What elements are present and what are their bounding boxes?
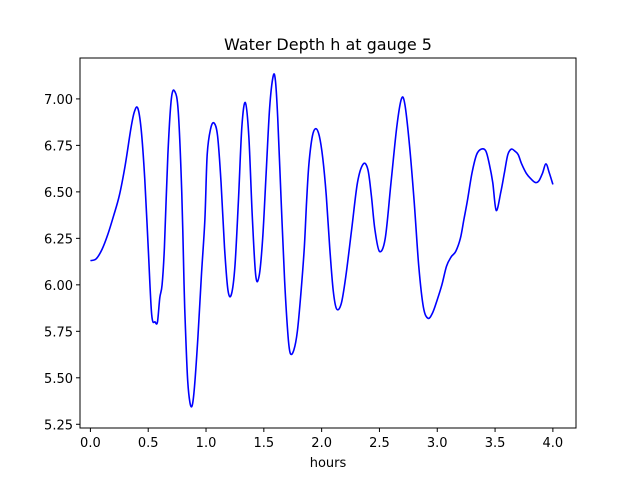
series-line [90, 73, 554, 408]
y-tick-label: 5.75 [44, 325, 73, 340]
x-tick-label: 3.0 [427, 436, 448, 451]
y-tick-label: 5.50 [44, 372, 73, 387]
chart-title: Water Depth h at gauge 5 [224, 35, 432, 54]
x-tick-label: 2.5 [369, 436, 390, 451]
x-tick-label: 2.0 [311, 436, 332, 451]
axes-frame [79, 57, 577, 429]
x-tick-label: 0.0 [80, 436, 101, 451]
x-tick-label: 0.5 [138, 436, 159, 451]
y-tick-label: 6.50 [44, 186, 73, 201]
x-tick-label: 1.5 [253, 436, 274, 451]
y-tick-label: 6.25 [44, 232, 73, 247]
series-layer [90, 73, 554, 408]
y-tick-label: 7.00 [44, 93, 73, 108]
x-axis-label: hours [310, 456, 347, 471]
x-axis: 0.0 0.5 1.0 1.5 2.0 2.5 3.0 3.5 4.0 [80, 428, 563, 451]
y-axis: 5.25 5.50 5.75 6.00 6.25 6.50 6.75 7.00 [44, 93, 80, 433]
y-tick-label: 5.25 [44, 418, 73, 433]
x-tick-label: 3.5 [485, 436, 506, 451]
plot-area [79, 57, 577, 429]
y-tick-label: 6.75 [44, 139, 73, 154]
x-tick-label: 4.0 [543, 436, 564, 451]
x-tick-label: 1.0 [196, 436, 217, 451]
y-tick-label: 6.00 [44, 279, 73, 294]
